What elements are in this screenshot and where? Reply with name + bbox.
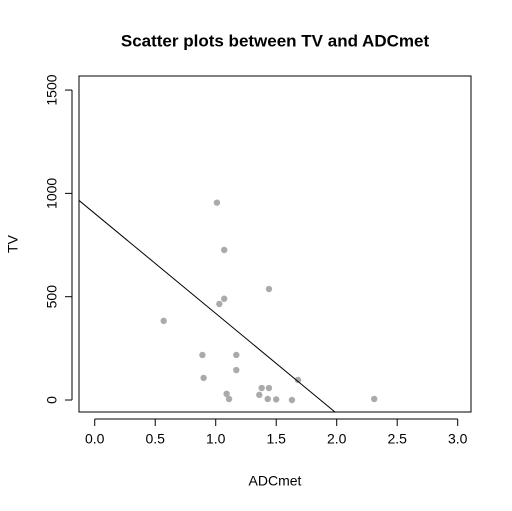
- point: [265, 384, 273, 392]
- x-tick-label: 2.5: [387, 431, 407, 447]
- point: [264, 395, 271, 403]
- fit-line: [79, 200, 336, 412]
- point: [273, 396, 280, 403]
- point: [220, 295, 228, 302]
- y-tick-label: 1000: [44, 178, 60, 209]
- x-tick-label: 1.5: [266, 431, 286, 447]
- point: [216, 300, 223, 308]
- point: [233, 351, 240, 359]
- point: [371, 395, 378, 403]
- point: [294, 376, 302, 384]
- point: [213, 199, 221, 206]
- point: [220, 246, 228, 254]
- y-tick-label: 500: [44, 285, 60, 309]
- point: [258, 384, 265, 392]
- y-tick-label: 1500: [44, 74, 60, 105]
- x-tick-label: 2.0: [327, 431, 347, 447]
- x-tick-label: 1.0: [206, 431, 226, 447]
- x-tick-label: 0.5: [145, 431, 165, 447]
- x-axis-label: ADCmet: [249, 473, 302, 489]
- y-tick-label: 0: [44, 396, 60, 404]
- point: [288, 396, 296, 404]
- point: [223, 390, 230, 398]
- plot-frame: [78, 75, 472, 413]
- point: [256, 391, 263, 399]
- point: [233, 366, 240, 374]
- point: [200, 374, 207, 382]
- x-tick-label: 0.0: [85, 431, 105, 447]
- point: [225, 395, 233, 403]
- point: [265, 285, 273, 293]
- point: [160, 317, 167, 325]
- x-tick-label: 3.0: [448, 431, 468, 447]
- y-axis-label: TV: [5, 234, 21, 253]
- chart-title: Scatter plots between TV and ADCmet: [121, 31, 430, 50]
- point: [199, 351, 206, 359]
